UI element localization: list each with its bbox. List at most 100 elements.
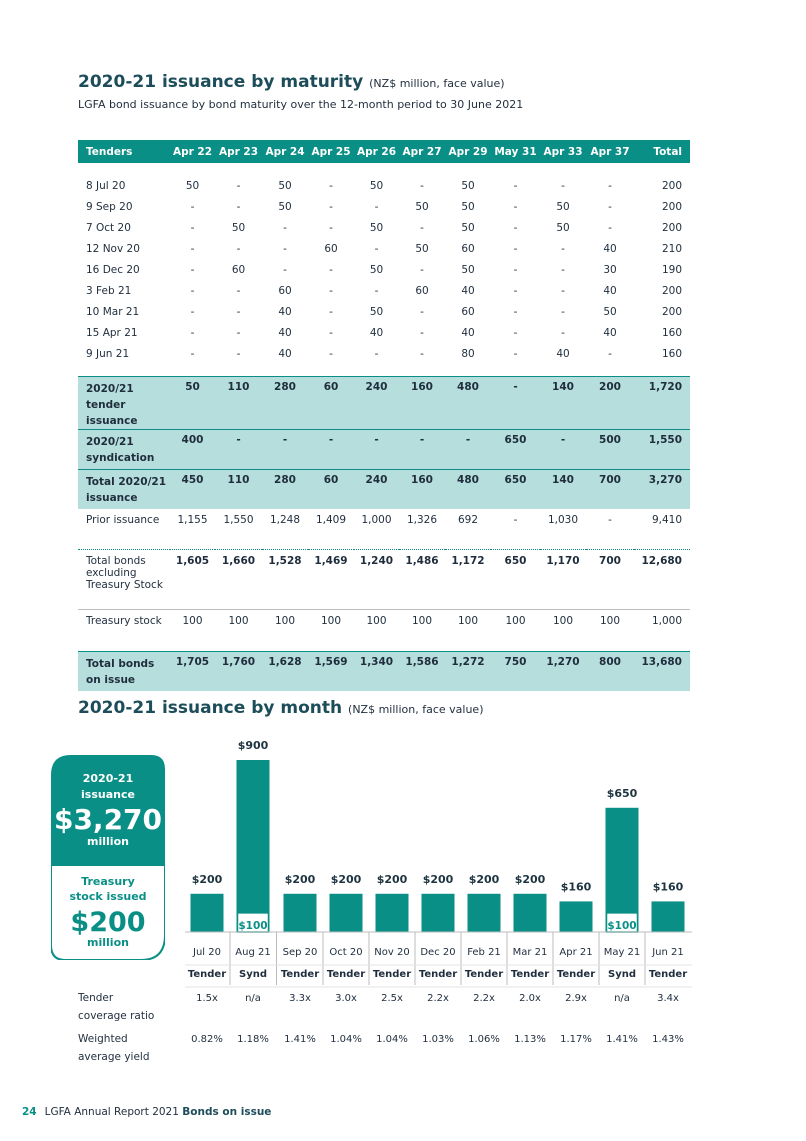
table-cell: - bbox=[236, 242, 241, 255]
row-label: 16 Dec 20 bbox=[86, 263, 140, 276]
table-cell: 40 bbox=[461, 326, 475, 339]
month-subtitle: (NZ$ million, face value) bbox=[348, 703, 484, 716]
table-cell: 1,170 bbox=[540, 548, 586, 609]
table-cell: 50 bbox=[231, 221, 246, 234]
table-cell: 1,660 bbox=[215, 548, 262, 609]
table-cell: 160 bbox=[661, 326, 682, 339]
table-cell: - bbox=[190, 200, 195, 213]
table-cell: 1,000 bbox=[361, 514, 392, 526]
table-cell: - bbox=[329, 326, 333, 339]
bar-mar-21 bbox=[513, 893, 547, 932]
bar-value-label: $650 bbox=[607, 787, 638, 800]
issuance-type-label: Tender bbox=[188, 969, 226, 980]
table-cell: 1,409 bbox=[315, 514, 347, 526]
coverage-value: 2.9x bbox=[565, 993, 587, 1004]
table-cell: - bbox=[420, 221, 424, 234]
coverage-value: 2.5x bbox=[381, 993, 403, 1004]
table-cell: - bbox=[513, 242, 518, 255]
issuance-type-label: Tender bbox=[649, 969, 687, 980]
yield-value: 1.13% bbox=[514, 1034, 546, 1045]
issuance-value: $3,270 bbox=[54, 803, 162, 836]
table-cell: 450 bbox=[170, 468, 215, 509]
page-number: 24 bbox=[22, 1106, 37, 1118]
issuance-type-label: Synd bbox=[239, 969, 267, 980]
table-cell: 500 bbox=[586, 428, 634, 469]
bar-value-label: $160 bbox=[653, 880, 684, 893]
table-cell: 50 bbox=[461, 263, 475, 276]
tender-issuance-row: 2020/21 tender issuance 50 110 280 60 240 160 4… bbox=[78, 375, 690, 429]
table-cell: 480 bbox=[445, 375, 491, 429]
maturity-table: Tenders Apr 22 Apr 23 Apr 24 Apr 25 Apr 26 Apr… bbox=[78, 140, 690, 691]
table-cell: 60 bbox=[231, 263, 246, 276]
row-label: Total 2020/21 issuance bbox=[78, 468, 170, 509]
coverage-value: 3.0x bbox=[335, 993, 357, 1004]
table-cell: 40 bbox=[603, 284, 617, 297]
row-label: 9 Jun 21 bbox=[86, 347, 130, 360]
yield-value: 1.18% bbox=[237, 1034, 269, 1045]
table-cell: 1,760 bbox=[215, 650, 262, 691]
table-cell: - bbox=[374, 242, 379, 255]
table-cell: 40 bbox=[278, 326, 292, 339]
table-cell: 50 bbox=[556, 200, 570, 213]
spacer-cell bbox=[78, 163, 690, 175]
bar-value-label: $200 bbox=[469, 873, 500, 886]
row-label: Treasury stock bbox=[78, 608, 170, 651]
month-tick-label: Jul 20 bbox=[192, 947, 221, 958]
header-col-9: Apr 33 bbox=[540, 140, 586, 163]
table-cell: 80 bbox=[461, 347, 475, 360]
table-cell: - bbox=[513, 221, 518, 234]
row-label: 3 Feb 21 bbox=[86, 284, 132, 297]
spacer-row bbox=[78, 364, 690, 376]
table-cell: - bbox=[513, 514, 518, 526]
header-col-8: May 31 bbox=[491, 140, 540, 163]
issuance-type-label: Tender bbox=[557, 969, 595, 980]
bar-dec-20 bbox=[421, 893, 455, 932]
total-issuance-row: Total 2020/21 issuance 450 110 280 60 240 160 4… bbox=[78, 468, 690, 509]
header-col-6: Apr 27 bbox=[399, 140, 445, 163]
bar-value-label: $200 bbox=[192, 873, 223, 886]
row-label: 9 Sep 20 bbox=[86, 200, 133, 213]
table-cell: - bbox=[190, 284, 195, 297]
table-cell: 50 bbox=[369, 221, 384, 234]
table-cell: 240 bbox=[354, 468, 399, 509]
table-cell: - bbox=[513, 200, 518, 213]
table-cell: - bbox=[283, 263, 287, 276]
page-footer: 24 LGFA Annual Report 2021 Bonds on issue bbox=[22, 1106, 271, 1118]
coverage-row-label-2: coverage ratio bbox=[78, 1010, 154, 1022]
table-cell: 40 bbox=[278, 347, 292, 360]
table-cell: 200 bbox=[586, 375, 634, 429]
issuance-label-1: 2020-21 bbox=[83, 772, 134, 785]
table-cell: 1,240 bbox=[354, 548, 399, 609]
table-cell: 692 bbox=[457, 514, 479, 526]
table-cell: 40 bbox=[603, 326, 617, 339]
coverage-value: n/a bbox=[614, 993, 630, 1004]
table-cell: 280 bbox=[262, 468, 308, 509]
header-tenders: Tenders bbox=[78, 140, 170, 163]
bar-jul-20 bbox=[190, 893, 224, 932]
treasury-label-1: Treasury bbox=[81, 875, 135, 888]
table-cell: 3,270 bbox=[634, 468, 690, 509]
maturity-subtitle: (NZ$ million, face value) bbox=[369, 77, 505, 90]
table-cell: - bbox=[445, 428, 491, 469]
table-cell: 100 bbox=[399, 608, 445, 651]
table-cell: 100 bbox=[586, 608, 634, 651]
month-tick-label: Jun 21 bbox=[651, 947, 684, 958]
table-cell: 650 bbox=[491, 468, 540, 509]
table-cell: 1,469 bbox=[308, 548, 354, 609]
issuance-panel bbox=[51, 755, 165, 865]
table-cell: 1,486 bbox=[399, 548, 445, 609]
header-col-2: Apr 23 bbox=[215, 140, 262, 163]
section-name: Bonds on issue bbox=[182, 1106, 272, 1118]
table-cell: 100 bbox=[215, 608, 262, 651]
month-tick-label: May 21 bbox=[604, 947, 641, 958]
tender-row: 16 Dec 20 - 60 - - 50 - 50 - - 30 190 bbox=[78, 259, 690, 280]
table-cell: 1,326 bbox=[406, 514, 438, 526]
table-cell: - bbox=[374, 347, 379, 360]
header-col-3: Apr 24 bbox=[262, 140, 308, 163]
table-cell: 210 bbox=[661, 242, 682, 255]
table-cell: 110 bbox=[215, 468, 262, 509]
treasury-label-2: stock issued bbox=[69, 890, 146, 903]
issuance-type-label: Tender bbox=[373, 969, 411, 980]
spacer-row bbox=[78, 163, 690, 175]
row-label: 2020/21 tender issuance bbox=[78, 375, 170, 429]
